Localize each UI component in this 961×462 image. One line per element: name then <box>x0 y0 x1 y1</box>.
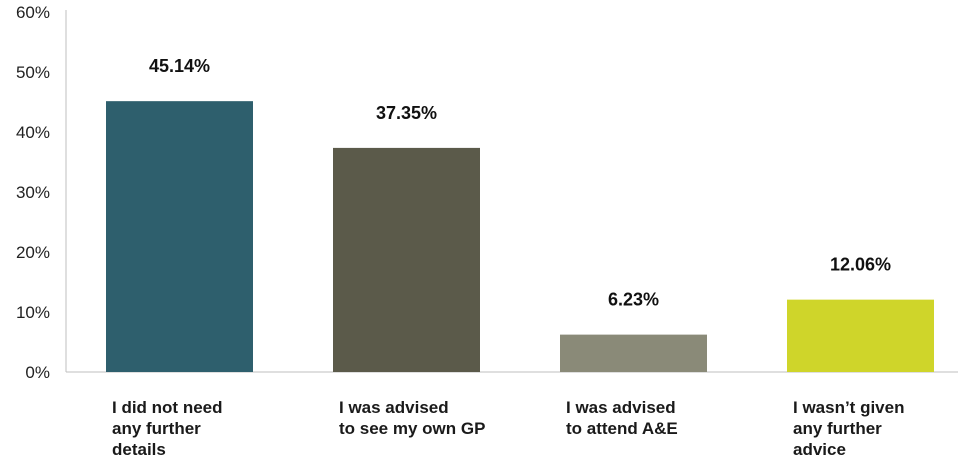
y-tick-label: 50% <box>16 63 50 82</box>
data-labels: 45.14% 37.35% 6.23% 12.06% <box>149 56 891 309</box>
data-label: 6.23% <box>608 290 659 310</box>
bar <box>333 147 480 372</box>
category-label-line: to attend A&E <box>566 419 678 438</box>
category-label: I was advised to see my own GP <box>339 398 485 438</box>
category-labels: I did not need any further details I was ad… <box>112 398 904 459</box>
category-label-line: advice <box>793 440 846 459</box>
category-label-line: any further <box>793 419 882 438</box>
y-tick-label: 0% <box>25 363 50 382</box>
y-tick-label: 20% <box>16 243 50 262</box>
category-label: I did not need any further details <box>112 398 223 459</box>
y-axis-ticks: 0% 10% 20% 30% 40% 50% 60% <box>16 3 50 382</box>
data-label: 45.14% <box>149 56 210 76</box>
category-label-line: I was advised <box>566 398 676 417</box>
category-label-line: I was advised <box>339 398 449 417</box>
bar <box>560 334 707 372</box>
bar <box>106 101 253 372</box>
bar <box>787 299 934 372</box>
category-label-line: I wasn’t given <box>793 398 904 417</box>
category-label-line: I did not need <box>112 398 223 417</box>
y-tick-label: 40% <box>16 123 50 142</box>
category-label: I was advised to attend A&E <box>566 398 678 438</box>
category-label-line: any further <box>112 419 201 438</box>
data-label: 12.06% <box>830 255 891 275</box>
bars <box>106 101 934 372</box>
category-label-line: details <box>112 440 166 459</box>
data-label: 37.35% <box>376 103 437 123</box>
category-label-line: to see my own GP <box>339 419 485 438</box>
y-tick-label: 10% <box>16 303 50 322</box>
y-tick-label: 30% <box>16 183 50 202</box>
y-tick-label: 60% <box>16 3 50 22</box>
category-label: I wasn’t given any further advice <box>793 398 904 459</box>
